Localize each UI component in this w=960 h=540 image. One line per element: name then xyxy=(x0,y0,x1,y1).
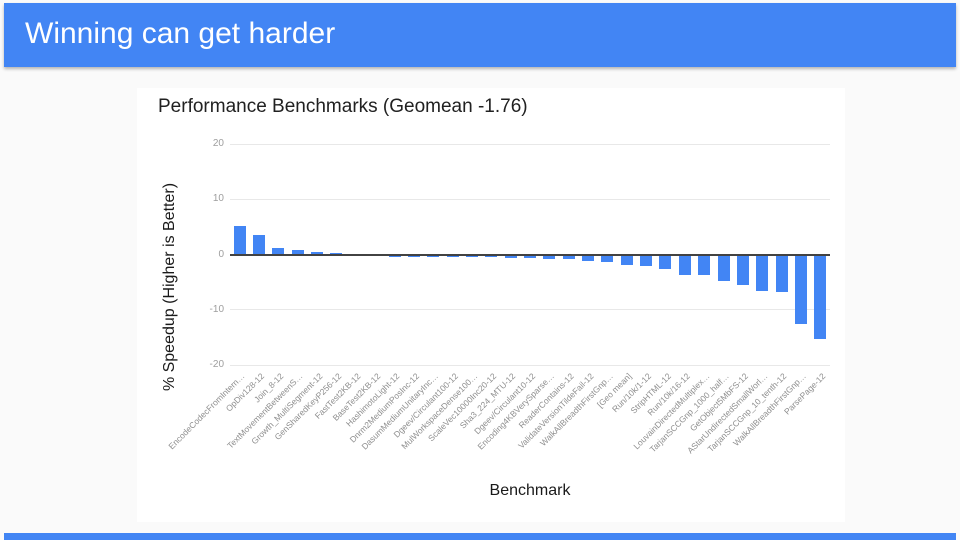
gridline xyxy=(230,143,830,145)
y-tick-label: -10 xyxy=(209,303,224,315)
bar-1 xyxy=(253,235,266,255)
bar-4 xyxy=(311,251,324,255)
bar-13 xyxy=(485,255,498,257)
bar-24 xyxy=(698,255,711,275)
y-axis-title: % Speedup (Higher is Better) xyxy=(161,182,178,392)
bar-23 xyxy=(678,255,691,275)
bar-29 xyxy=(794,255,807,324)
bar-9 xyxy=(407,255,420,257)
bar-25 xyxy=(717,255,730,281)
plot-area: 20 10 0 -10 -20 xyxy=(210,138,830,370)
y-tick-label: 10 xyxy=(212,193,224,205)
gridline xyxy=(230,309,830,311)
bar-18 xyxy=(582,255,595,262)
bar-15 xyxy=(524,255,536,259)
y-tick-label: 0 xyxy=(218,248,224,260)
bar-16 xyxy=(543,255,556,259)
chart-card: Performance Benchmarks (Geomean -1.76) %… xyxy=(137,88,845,522)
slide-footer-accent-strip xyxy=(4,533,956,540)
bar-28 xyxy=(775,255,788,292)
gridline xyxy=(230,364,830,366)
y-tick-label: 20 xyxy=(212,138,224,149)
chart-title: Performance Benchmarks (Geomean -1.76) xyxy=(158,96,528,117)
x-labels: EncodeCodecFromIntern… OpDiv128-12 Join_8-… xyxy=(137,371,845,481)
bar-30 xyxy=(814,255,827,340)
bar-17 xyxy=(562,255,575,260)
slide-title: Winning can get harder xyxy=(25,17,336,50)
bar-0 xyxy=(233,225,246,255)
gridline xyxy=(230,198,830,200)
bar-2 xyxy=(272,248,285,255)
bar-21 xyxy=(640,255,653,266)
bar-22 xyxy=(659,255,672,269)
slide-title-bar: Winning can get harder xyxy=(4,3,956,67)
y-tick-label: -20 xyxy=(209,359,224,370)
zero-axis-line xyxy=(230,253,830,256)
bar-12 xyxy=(465,255,478,257)
bar-3 xyxy=(291,250,304,255)
bar-19 xyxy=(601,255,614,263)
bar-14 xyxy=(504,255,517,258)
x-axis-title: Benchmark xyxy=(489,482,571,499)
bar-20 xyxy=(620,255,633,266)
bar-26 xyxy=(736,255,749,285)
bar-27 xyxy=(756,255,769,291)
bar-11 xyxy=(446,255,459,257)
bar-10 xyxy=(427,255,440,257)
